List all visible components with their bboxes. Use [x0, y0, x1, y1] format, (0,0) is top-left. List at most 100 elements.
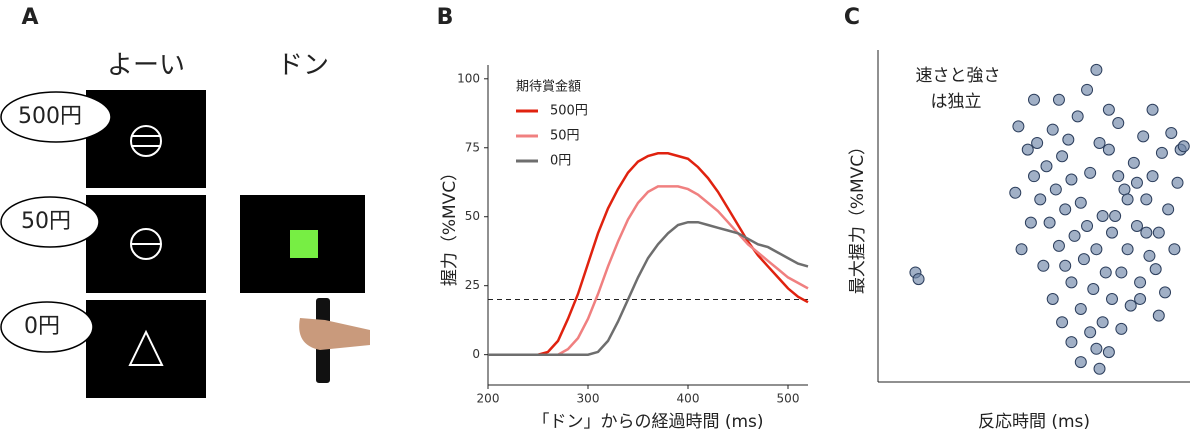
symbol — [130, 125, 162, 157]
point — [1127, 156, 1140, 169]
point — [1115, 322, 1128, 335]
point — [1015, 243, 1028, 256]
series-line — [488, 220, 809, 356]
x-tick-label: 500 — [777, 392, 800, 406]
point — [1056, 316, 1069, 329]
bubble — [0, 91, 112, 143]
cue-label: 500円 — [18, 104, 82, 129]
point — [1134, 293, 1147, 305]
bubble — [0, 301, 94, 353]
point — [1155, 146, 1168, 159]
point — [1024, 216, 1037, 229]
annotation: は独立 — [931, 92, 982, 112]
point — [1056, 150, 1069, 163]
point — [1065, 336, 1078, 349]
point — [1096, 316, 1109, 329]
y-axis-label: 握力（%MVC） — [440, 164, 460, 286]
point — [1046, 123, 1059, 136]
point — [1109, 210, 1122, 222]
y-axis-label: 最大握力（%MVC） — [848, 138, 868, 294]
point — [1081, 83, 1094, 96]
point — [1152, 226, 1165, 239]
point — [1140, 226, 1153, 239]
point — [1102, 143, 1115, 156]
point — [1137, 130, 1150, 143]
point — [1028, 170, 1040, 183]
point — [1059, 259, 1072, 272]
point — [1081, 219, 1094, 232]
y-tick-label: 0 — [472, 347, 480, 361]
panel-label: A — [21, 5, 38, 30]
x-axis-label: 反応時間 (ms) — [978, 412, 1090, 432]
point — [1074, 196, 1087, 209]
point — [1065, 276, 1078, 289]
point — [1121, 243, 1134, 256]
panel-label: C — [844, 5, 860, 30]
cue-bubbles: 500円 50円 0円 — [0, 91, 112, 353]
y-tick-label: 100 — [457, 71, 480, 85]
screen — [86, 300, 206, 398]
point — [1043, 216, 1056, 229]
point — [1146, 103, 1159, 116]
point — [1052, 93, 1065, 106]
point — [1065, 173, 1078, 186]
x-tick-label: 400 — [677, 392, 700, 406]
y-tick-label: 50 — [465, 209, 480, 223]
point — [1140, 193, 1153, 206]
bubble — [0, 196, 100, 248]
go-signal — [290, 230, 318, 258]
legend-label: 50円 — [550, 129, 580, 144]
point — [1034, 193, 1047, 206]
point — [1130, 219, 1143, 232]
point — [1093, 136, 1106, 149]
point — [1112, 170, 1125, 183]
point — [1062, 133, 1075, 146]
point — [1112, 117, 1125, 130]
point — [1077, 253, 1090, 266]
point — [1118, 183, 1131, 196]
x-axis-label: 「ドン」からの経過時間 (ms) — [532, 412, 763, 432]
point — [1031, 136, 1044, 149]
point — [1090, 342, 1103, 355]
point — [1074, 356, 1087, 369]
point — [1162, 203, 1175, 216]
point — [1159, 286, 1172, 299]
go-label: ドン — [277, 51, 329, 81]
point — [1059, 203, 1072, 216]
y-tick-label: 75 — [465, 140, 480, 154]
symbol — [128, 329, 164, 366]
point — [1124, 299, 1137, 312]
point — [1071, 110, 1084, 123]
cue-label: 50円 — [21, 209, 71, 234]
point — [1084, 326, 1097, 339]
series-line — [488, 185, 809, 356]
point — [1115, 266, 1128, 279]
point — [1093, 362, 1106, 375]
point — [1152, 309, 1165, 322]
annotation: 速さと強さ — [916, 66, 1001, 86]
panel-label: B — [437, 5, 454, 30]
point — [1106, 293, 1118, 305]
point — [1087, 283, 1100, 296]
point — [1009, 186, 1022, 199]
point — [1121, 193, 1134, 206]
point — [1046, 293, 1059, 305]
x-tick-label: 300 — [577, 392, 600, 406]
point — [912, 273, 925, 286]
point — [1052, 239, 1065, 252]
point — [1106, 226, 1118, 239]
point — [1040, 160, 1053, 173]
point — [1068, 229, 1081, 242]
point — [1102, 346, 1115, 359]
x-tick-label: 200 — [477, 392, 500, 406]
legend-label: 500円 — [550, 104, 588, 119]
point — [1049, 183, 1062, 196]
point — [1165, 127, 1178, 139]
point — [1171, 176, 1184, 189]
point — [1037, 259, 1050, 272]
legend-label: 0円 — [550, 154, 571, 169]
cue-label: 0円 — [24, 314, 60, 339]
point — [1099, 266, 1112, 279]
